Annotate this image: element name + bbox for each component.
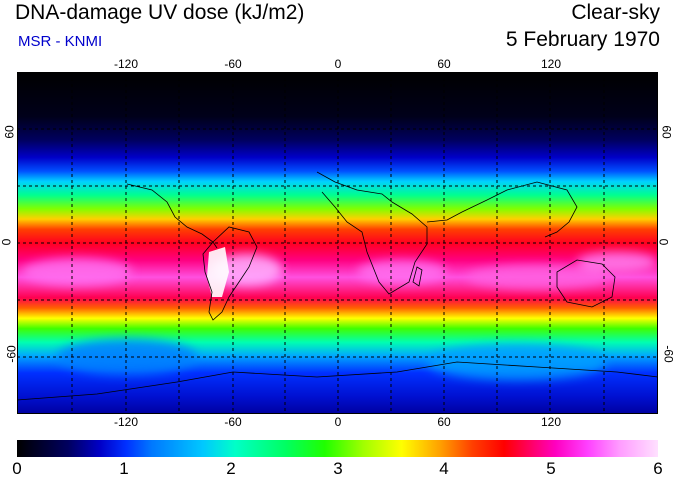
colorbar-label-1: 1: [119, 459, 129, 478]
lon-tick-top-m60: -60: [224, 57, 242, 71]
map-highlights: [22, 252, 657, 380]
lat-tick-right-0: 0: [656, 238, 671, 246]
andes-high-dose: [207, 247, 229, 297]
lat-tick-left-60: 60: [2, 125, 17, 139]
condition-label: Clear-sky: [571, 1, 660, 24]
map-title: DNA-damage UV dose (kJ/m2): [15, 1, 305, 24]
lon-tick-bottom-60: 60: [437, 415, 451, 429]
date-label: 5 February 1970: [505, 28, 660, 51]
coastlines: [17, 171, 658, 401]
colorbar-label-2: 2: [226, 459, 236, 478]
lon-tick-top-m120: -120: [113, 57, 139, 71]
lon-tick-top-0: 0: [334, 57, 342, 71]
colorbar-label-5: 5: [546, 459, 556, 478]
colorbar: [17, 440, 658, 457]
coast-europe-africa: [316, 171, 428, 295]
colorbar-label-4: 4: [439, 459, 449, 478]
lon-tick-top-60: 60: [437, 57, 451, 71]
lon-tick-bottom-m60: -60: [224, 415, 242, 429]
coast-madagascar: [412, 266, 423, 287]
uv-dose-map: [17, 72, 658, 414]
coast-antarctica: [17, 361, 658, 401]
lon-tick-bottom-120: 120: [540, 415, 562, 429]
source-label: MSR - KNMI: [18, 33, 103, 50]
colorbar-label-3: 3: [333, 459, 343, 478]
lat-tick-left-0: 0: [0, 238, 14, 246]
lat-tick-right-m60: -60: [661, 345, 676, 363]
colorbar-label-0: 0: [12, 459, 22, 478]
coast-north-america: [126, 183, 218, 249]
lon-tick-bottom-m120: -120: [113, 415, 139, 429]
map-frame: [17, 72, 658, 414]
lon-tick-top-120: 120: [540, 57, 562, 71]
colorbar-label-6: 6: [653, 459, 663, 478]
lon-tick-bottom-0: 0: [334, 415, 342, 429]
coast-south-america: [202, 226, 258, 321]
coast-asia: [426, 181, 578, 238]
coast-australia: [556, 259, 616, 308]
lat-tick-right-60: 60: [659, 125, 674, 139]
